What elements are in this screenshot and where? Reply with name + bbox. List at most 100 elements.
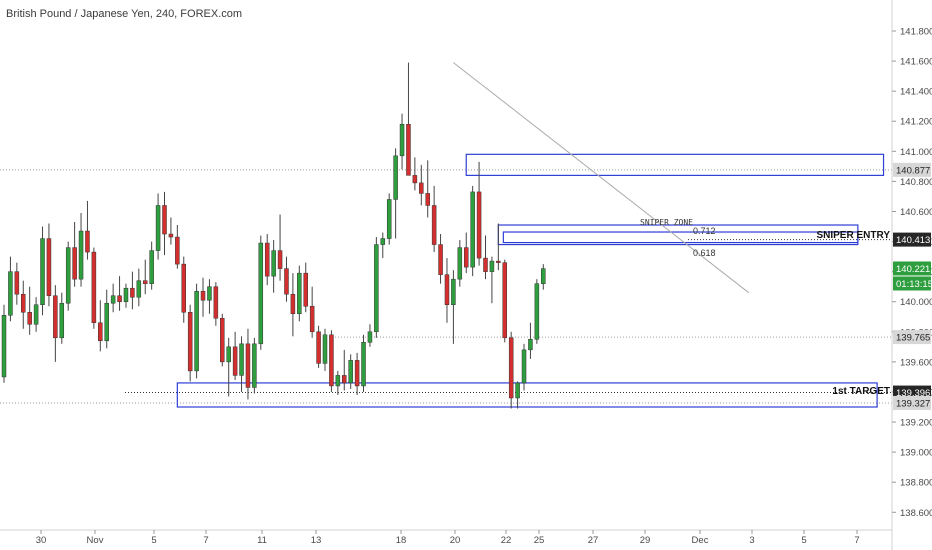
candle-body <box>541 268 546 284</box>
zone-box-sniper-inner <box>502 231 859 244</box>
candle-body <box>451 278 456 305</box>
price-label-bg <box>893 261 931 276</box>
candle-body <box>297 272 302 315</box>
time-tick-label: 22 <box>501 535 512 546</box>
candle-body <box>412 175 418 184</box>
candle-body <box>508 337 514 399</box>
candle-body <box>399 123 405 157</box>
price-label-bg <box>893 395 931 410</box>
candle-body <box>65 247 71 304</box>
candle-body <box>142 280 148 284</box>
time-tick-label: 5 <box>801 535 806 546</box>
candle-body <box>59 302 65 339</box>
price-tick-label: 141.400 <box>900 87 932 98</box>
candle-body <box>348 360 353 384</box>
price-label-bg <box>893 276 931 291</box>
price-label: 140.877 <box>896 165 930 176</box>
candle-body <box>483 257 488 272</box>
fib-618-label: 0.618 <box>693 248 716 258</box>
candle-body <box>226 346 231 363</box>
time-tick-label: 30 <box>36 535 47 546</box>
candle-body <box>264 242 270 277</box>
candle-body <box>78 230 84 280</box>
candle-body <box>406 123 411 176</box>
candle-body <box>123 287 129 302</box>
candle-body <box>502 262 508 339</box>
price-tick-label: 139.600 <box>900 357 932 368</box>
price-label-bg <box>893 232 931 247</box>
candle-body <box>200 290 206 301</box>
time-axis[interactable]: 30 Nov 5 7 11 13 18 20 22 25 27 29 Dec 3 5 7 <box>0 529 892 546</box>
price-label: 139.765 <box>896 333 930 344</box>
candle-body <box>354 360 360 387</box>
candle-body <box>104 302 109 342</box>
price-axis[interactable]: 141.800 141.600 141.400 141.200 141.000 140.8… <box>891 0 932 550</box>
candle-body <box>329 334 334 387</box>
candle-body <box>91 251 97 324</box>
candles <box>1 62 546 409</box>
time-tick-label: Nov <box>87 535 104 546</box>
candle-body <box>46 238 52 296</box>
price-label: 140.413 <box>896 235 930 246</box>
zone-box-sniper-zone <box>497 224 859 246</box>
candle-body <box>232 346 238 376</box>
price-tick-label: 141.600 <box>900 57 932 68</box>
candle-body <box>393 155 398 200</box>
candle-body <box>72 247 77 280</box>
candle-body <box>521 349 527 384</box>
time-tick-label: 18 <box>396 535 407 546</box>
sniper-zone-label: SNIPER ZONE <box>640 218 693 227</box>
time-tick-label: 27 <box>588 535 599 546</box>
price-tick-label: 141.000 <box>900 147 932 158</box>
price-label: 139.327 <box>896 398 930 409</box>
candle-body <box>470 191 475 268</box>
time-tick-label: 7 <box>203 535 208 546</box>
price-tick-label: 138.600 <box>900 508 932 519</box>
candle-body <box>187 311 193 372</box>
trendline <box>453 62 750 294</box>
candle-body <box>162 205 167 235</box>
candle-body <box>252 343 257 388</box>
candle-body <box>53 295 58 339</box>
candle-body <box>194 290 199 372</box>
price-tick-label: 140.000 <box>900 297 932 308</box>
time-tick-label: 3 <box>749 535 754 546</box>
price-tick-label: 141.800 <box>900 27 932 38</box>
candle-body <box>496 260 501 263</box>
drawing-overlays <box>0 62 892 408</box>
candle-body <box>322 334 328 364</box>
candle-body <box>181 263 187 313</box>
candle-body <box>130 287 135 298</box>
candle-body <box>528 339 533 351</box>
candle-body <box>431 205 437 245</box>
candle-body <box>284 268 289 295</box>
candle-body <box>175 236 180 265</box>
candle-body <box>258 242 264 345</box>
candle-body <box>367 331 373 343</box>
first-target-label: 1st TARGET <box>832 386 890 397</box>
candle-body <box>271 250 276 277</box>
candle-body <box>309 305 315 333</box>
candle-body <box>1 315 7 378</box>
candle-body <box>419 182 424 194</box>
candle-body <box>33 304 39 325</box>
candle-body <box>515 382 520 399</box>
time-tick-label: 25 <box>534 535 545 546</box>
price-label-bg <box>893 162 931 177</box>
candle-body <box>168 233 174 238</box>
price-tick-label: 140.800 <box>900 177 932 188</box>
candle-body <box>489 260 495 272</box>
symbol-title: British Pound / Japanese Yen, 240, FOREX… <box>6 8 243 20</box>
candle-body <box>220 318 225 363</box>
time-tick-label: 20 <box>450 535 461 546</box>
time-tick-label: 7 <box>854 535 859 546</box>
fib-712-label: 0.712 <box>693 226 716 236</box>
sniper-entry-label: SNIPER ENTRY <box>816 230 890 241</box>
candle-body <box>8 271 13 316</box>
candle-body <box>303 272 308 307</box>
candle-body <box>155 205 161 251</box>
time-tick-label: 13 <box>311 535 322 546</box>
candle-body <box>457 247 463 280</box>
